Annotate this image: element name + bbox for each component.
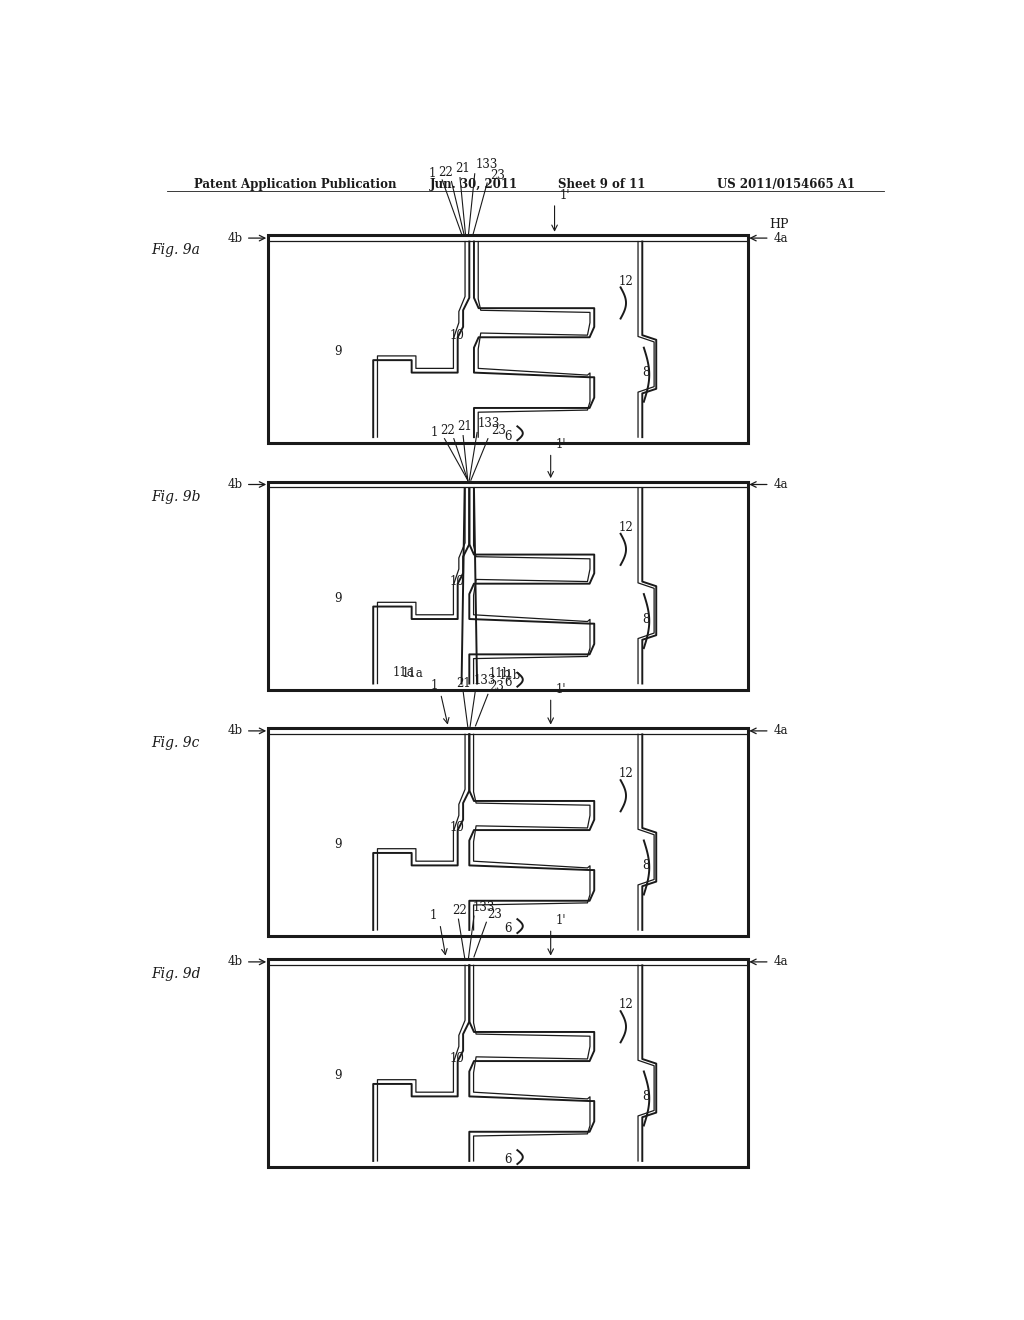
Text: 11a: 11a xyxy=(402,668,424,681)
Text: 11b: 11b xyxy=(488,668,511,681)
Text: 22: 22 xyxy=(438,166,453,180)
Bar xyxy=(267,235,748,444)
Text: Fig. 9d: Fig. 9d xyxy=(152,966,201,981)
Text: 11a: 11a xyxy=(392,665,414,678)
Text: 10: 10 xyxy=(451,821,465,834)
Text: 8: 8 xyxy=(642,859,649,873)
Text: 8: 8 xyxy=(642,1090,649,1104)
Text: 21: 21 xyxy=(455,162,470,176)
Text: 1': 1' xyxy=(555,913,566,927)
Text: 9: 9 xyxy=(335,346,342,358)
Text: Jun. 30, 2011: Jun. 30, 2011 xyxy=(430,178,518,190)
Text: 23: 23 xyxy=(487,908,502,921)
Text: 133: 133 xyxy=(474,673,497,686)
Text: 22: 22 xyxy=(440,424,456,437)
Text: 4b: 4b xyxy=(227,231,243,244)
Text: US 2011/0154665 A1: US 2011/0154665 A1 xyxy=(717,178,855,190)
Text: 12: 12 xyxy=(618,998,633,1011)
Text: 6: 6 xyxy=(504,676,512,689)
Text: 8: 8 xyxy=(642,366,649,379)
Text: 1: 1 xyxy=(431,425,438,438)
Text: 4a: 4a xyxy=(773,956,788,969)
Text: 6: 6 xyxy=(504,429,512,442)
Text: 4b: 4b xyxy=(227,725,243,738)
Text: Fig. 9c: Fig. 9c xyxy=(152,737,200,750)
Bar xyxy=(267,960,748,1167)
Text: 23: 23 xyxy=(492,424,506,437)
Text: 133: 133 xyxy=(472,900,495,913)
Text: 12: 12 xyxy=(618,275,633,288)
Text: 6: 6 xyxy=(504,1154,512,1167)
Text: 21: 21 xyxy=(458,420,472,433)
Bar xyxy=(267,729,748,936)
Text: Fig. 9a: Fig. 9a xyxy=(152,243,200,257)
Text: 23: 23 xyxy=(489,680,505,693)
Text: 9: 9 xyxy=(335,838,342,851)
Text: 22: 22 xyxy=(453,904,467,917)
Text: 4a: 4a xyxy=(773,725,788,738)
Bar xyxy=(267,482,748,689)
Text: 10: 10 xyxy=(451,1052,465,1065)
Text: 21: 21 xyxy=(456,677,470,689)
Text: 133: 133 xyxy=(478,417,500,430)
Text: Patent Application Publication: Patent Application Publication xyxy=(194,178,396,190)
Text: 1': 1' xyxy=(559,189,569,202)
Text: 11b: 11b xyxy=(498,669,520,682)
Text: 12: 12 xyxy=(618,767,633,780)
Text: 6: 6 xyxy=(504,923,512,936)
Text: 1': 1' xyxy=(555,682,566,696)
Text: 1': 1' xyxy=(555,438,566,451)
Text: 9: 9 xyxy=(335,1069,342,1082)
Text: 1: 1 xyxy=(429,909,437,923)
Text: HP: HP xyxy=(770,218,790,231)
Text: 23: 23 xyxy=(490,169,505,182)
Text: 1: 1 xyxy=(431,678,438,692)
Text: Sheet 9 of 11: Sheet 9 of 11 xyxy=(558,178,645,190)
Text: 4b: 4b xyxy=(227,478,243,491)
Text: 10: 10 xyxy=(451,576,465,589)
Text: Fig. 9b: Fig. 9b xyxy=(152,490,201,503)
Text: 4b: 4b xyxy=(227,956,243,969)
Text: 1: 1 xyxy=(429,166,436,180)
Text: 9: 9 xyxy=(335,591,342,605)
Text: 10: 10 xyxy=(451,329,465,342)
Text: 133: 133 xyxy=(475,158,498,172)
Text: 4a: 4a xyxy=(773,478,788,491)
Text: 8: 8 xyxy=(642,612,649,626)
Text: 4a: 4a xyxy=(773,231,788,244)
Text: 12: 12 xyxy=(618,521,633,535)
